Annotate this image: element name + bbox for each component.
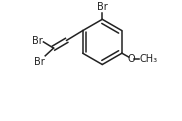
- Text: O: O: [128, 54, 135, 64]
- Text: Br: Br: [34, 57, 44, 67]
- Text: Br: Br: [32, 36, 43, 46]
- Text: Br: Br: [97, 2, 108, 12]
- Text: CH₃: CH₃: [140, 54, 158, 64]
